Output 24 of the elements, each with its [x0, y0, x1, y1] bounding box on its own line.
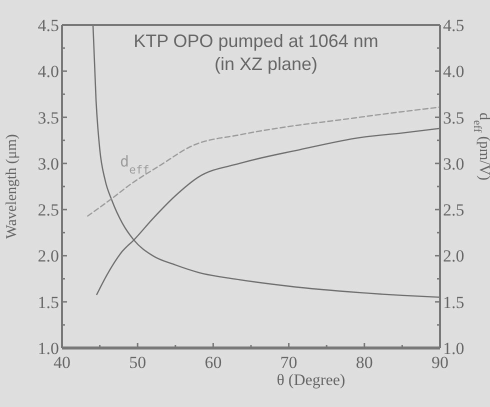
text: (in XZ plane): [214, 54, 318, 74]
y2-tick-label: 3.0: [443, 154, 464, 174]
y-tick-label: 3.0: [38, 154, 59, 174]
y-tick-label: 1.5: [38, 292, 59, 312]
series-label: d$_{eff}$: [120, 152, 150, 176]
y-tick-label: 2.5: [38, 200, 59, 220]
x-tick-label: 80: [356, 353, 373, 372]
chart-title: KTP OPO pumped at 1064 nm: [134, 31, 378, 51]
y-tick-label: 2.0: [38, 246, 59, 266]
y-tick-label: 3.5: [38, 108, 59, 128]
y2-tick-label: 4.5: [443, 16, 464, 35]
y2-tick-label: 3.5: [443, 108, 464, 128]
y-axis-title: Wavelength (μm): [4, 134, 20, 239]
y2-tick-label: 1.5: [443, 292, 464, 312]
x-axis-title: θ (Degree): [276, 372, 346, 389]
y2-tick-label: 2.5: [443, 200, 464, 220]
x-tick-label: 60: [204, 353, 222, 372]
y2-tick-label: 4.0: [443, 62, 464, 82]
y2-tick-label: 2.0: [443, 246, 464, 266]
x-tick-label: 50: [129, 353, 146, 372]
y-tick-label: 4.5: [38, 16, 59, 35]
y-tick-label: 4.0: [38, 62, 59, 82]
line-series: [87, 106, 441, 217]
x-tick-label: 70: [280, 353, 298, 372]
